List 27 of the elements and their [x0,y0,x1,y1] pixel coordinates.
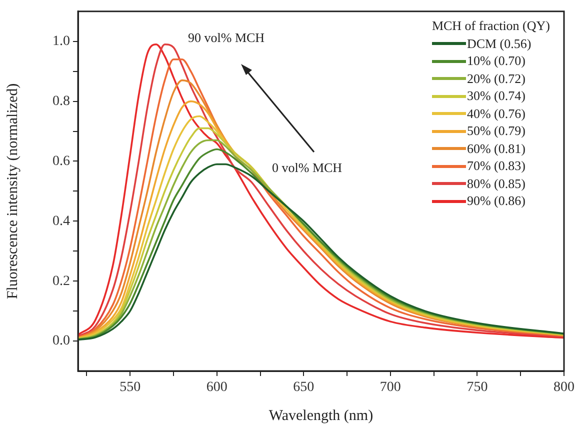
legend-label: 50% (0.79) [466,123,526,140]
legend-title: MCH of fraction (QY) [432,18,550,34]
legend-label: 80% (0.85) [466,176,526,192]
y-tick-label: 0.0 [52,334,70,349]
legend-label: 60% (0.81) [466,140,526,157]
annotation: 0 vol% MCH [272,160,342,176]
y-axis-title: Fluorescence intensity (normalized) [4,83,21,300]
legend-label: 40% (0.76) [466,106,526,122]
y-tick-label: 0.6 [52,154,70,169]
x-tick-label: 800 [554,380,574,396]
x-tick-label: 650 [293,380,314,396]
legend-label: DCM (0.56) [466,36,532,52]
annotation: 90 vol% MCH [188,30,265,46]
y-tick-label: 1.0 [52,34,70,50]
legend-label: 20% (0.72) [466,70,526,87]
x-axis-title: Wavelength (nm) [268,408,374,424]
legend-label: 70% (0.83) [466,158,526,174]
x-tick-label: 600 [206,380,228,396]
x-tick-label: 700 [380,380,401,396]
legend-label: 90% (0.86) [466,193,526,210]
y-tick-label: 0.2 [52,274,70,289]
x-tick-label: 750 [466,380,488,396]
x-tick-label: 550 [120,380,141,396]
y-tick-label: 0.8 [52,94,70,109]
y-tick-label: 0.4 [52,214,70,229]
legend-label: 10% (0.70) [466,53,526,70]
legend-label: 30% (0.74) [466,88,526,104]
